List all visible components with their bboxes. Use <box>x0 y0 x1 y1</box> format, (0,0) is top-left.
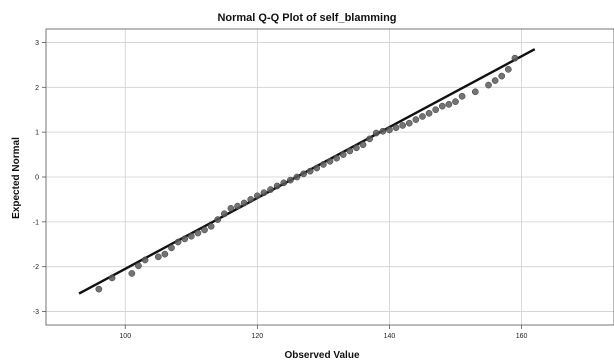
data-point <box>445 100 453 108</box>
y-tick-label: 3 <box>35 40 39 47</box>
data-point <box>399 122 407 129</box>
data-point <box>293 173 301 181</box>
data-point <box>287 176 294 184</box>
grid <box>46 29 614 325</box>
data-point <box>386 126 393 134</box>
data-point <box>504 66 512 73</box>
data-point <box>379 127 387 135</box>
data-point <box>425 109 433 117</box>
data-point <box>366 135 373 143</box>
data-point <box>498 72 506 80</box>
data-point <box>128 270 136 277</box>
y-tick-label: 1 <box>35 130 39 137</box>
data-point <box>181 235 189 243</box>
data-point <box>485 81 492 89</box>
data-point <box>214 216 222 223</box>
data-point <box>95 285 103 293</box>
data-point <box>326 157 334 165</box>
data-point <box>300 170 307 178</box>
chart-title: Normal Q-Q Plot of self_blamming <box>217 12 396 24</box>
data-point <box>405 119 413 127</box>
data-point <box>438 102 446 110</box>
data-point <box>168 244 175 252</box>
y-axis-ticks: -3 -2 -1 0 1 2 3 <box>33 40 46 316</box>
data-point <box>108 274 116 282</box>
data-point <box>207 222 215 230</box>
y-axis-label: Expected Normal <box>11 137 22 219</box>
y-tick-label: -1 <box>33 219 39 226</box>
data-point <box>346 147 354 155</box>
x-tick-label: 140 <box>384 333 396 340</box>
data-point <box>306 167 314 175</box>
data-point <box>161 250 169 258</box>
data-point <box>392 124 400 132</box>
data-point <box>260 189 268 197</box>
data-point <box>220 210 228 218</box>
data-point <box>194 229 202 237</box>
data-point <box>359 141 367 149</box>
y-tick-label: -2 <box>33 264 39 271</box>
data-point <box>372 129 380 137</box>
data-point <box>141 256 149 264</box>
data-point <box>333 154 340 162</box>
data-point <box>280 179 288 187</box>
x-tick-label: 160 <box>516 333 528 340</box>
data-point <box>471 88 479 96</box>
data-point <box>432 106 440 114</box>
data-point <box>253 192 261 200</box>
data-point <box>234 202 241 210</box>
data-point <box>458 92 466 100</box>
x-tick-label: 100 <box>119 333 131 340</box>
data-point <box>313 164 321 172</box>
data-point <box>452 98 459 106</box>
data-point <box>240 199 248 207</box>
data-point <box>412 116 420 123</box>
x-axis-ticks: 100 120 140 160 <box>119 325 527 340</box>
y-tick-label: 0 <box>35 175 39 182</box>
data-point <box>273 182 281 190</box>
data-points <box>95 54 519 293</box>
x-axis-label: Observed Value <box>284 350 359 361</box>
y-tick-label: 2 <box>35 85 39 92</box>
data-point <box>174 238 182 246</box>
data-point <box>135 262 142 270</box>
data-point <box>267 186 274 193</box>
data-point <box>339 151 347 158</box>
data-point <box>491 77 499 84</box>
data-point <box>201 226 208 234</box>
data-point <box>419 113 426 120</box>
data-point <box>247 196 255 203</box>
data-point <box>320 161 327 168</box>
data-point <box>353 144 360 152</box>
data-point <box>227 205 235 212</box>
x-tick-label: 120 <box>252 333 264 340</box>
y-tick-label: -3 <box>33 309 39 316</box>
data-point <box>511 54 519 62</box>
data-point <box>187 232 195 240</box>
data-point <box>154 253 162 261</box>
